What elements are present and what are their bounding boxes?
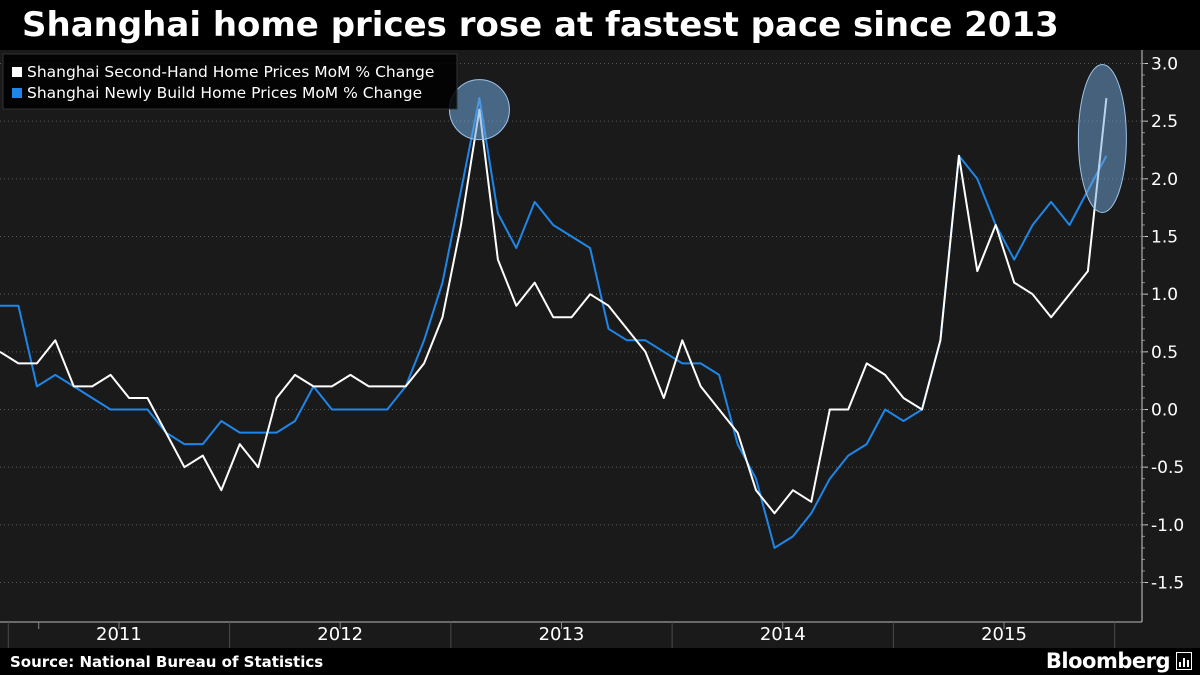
series-second-hand-line	[0, 97, 1108, 515]
bloomberg-logo: Bloomberg	[1046, 648, 1192, 674]
y-tick-label: -1.0	[1151, 516, 1184, 536]
legend-label: Shanghai Second-Hand Home Prices MoM % C…	[27, 63, 434, 81]
highlight-ellipse	[1077, 63, 1127, 213]
legend-swatch	[12, 88, 22, 98]
y-tick-label: 2.0	[1151, 170, 1178, 190]
y-axis: 3.0 2.5 2.0 1.5 1.0 0.5 0.0 -0.5 -1.0 -1.5	[1141, 50, 1184, 622]
y-tick-label: -1.5	[1151, 574, 1184, 594]
x-axis: 2011 2012 2013 2014 2015	[0, 621, 1142, 648]
source-note: Source: National Bureau of Statistics	[10, 653, 324, 671]
legend-label: Shanghai Newly Build Home Prices MoM % C…	[27, 84, 422, 102]
y-tick-label: 0.5	[1151, 343, 1178, 363]
y-tick-label: -0.5	[1151, 458, 1184, 478]
highlight-circle	[448, 79, 510, 141]
brand-name: Bloomberg	[1045, 649, 1171, 673]
x-tick-label: 2014	[760, 624, 806, 645]
x-tick-label: 2012	[317, 624, 363, 645]
chart-title: Shanghai home prices rose at fastest pac…	[22, 5, 1059, 45]
x-tick-label: 2011	[96, 624, 142, 645]
bloomberg-chart-icon	[1176, 652, 1192, 670]
legend-swatch	[12, 67, 22, 77]
legend: Shanghai Second-Hand Home Prices MoM % C…	[2, 53, 458, 110]
y-tick-label: 0.0	[1151, 401, 1178, 421]
y-tick-label: 1.5	[1151, 228, 1178, 248]
legend-box	[2, 53, 458, 110]
x-tick-label: 2015	[981, 624, 1027, 645]
series-newly-build-line	[0, 97, 1108, 549]
y-tick-label: 3.0	[1151, 55, 1178, 75]
grid-lines	[0, 63, 1142, 583]
y-tick-label: 2.5	[1151, 112, 1178, 132]
series-lines	[0, 97, 1108, 549]
highlight-markers	[448, 63, 1127, 213]
y-tick-label: 1.0	[1151, 285, 1178, 305]
x-tick-label: 2013	[539, 624, 585, 645]
plot-background	[0, 50, 1200, 648]
